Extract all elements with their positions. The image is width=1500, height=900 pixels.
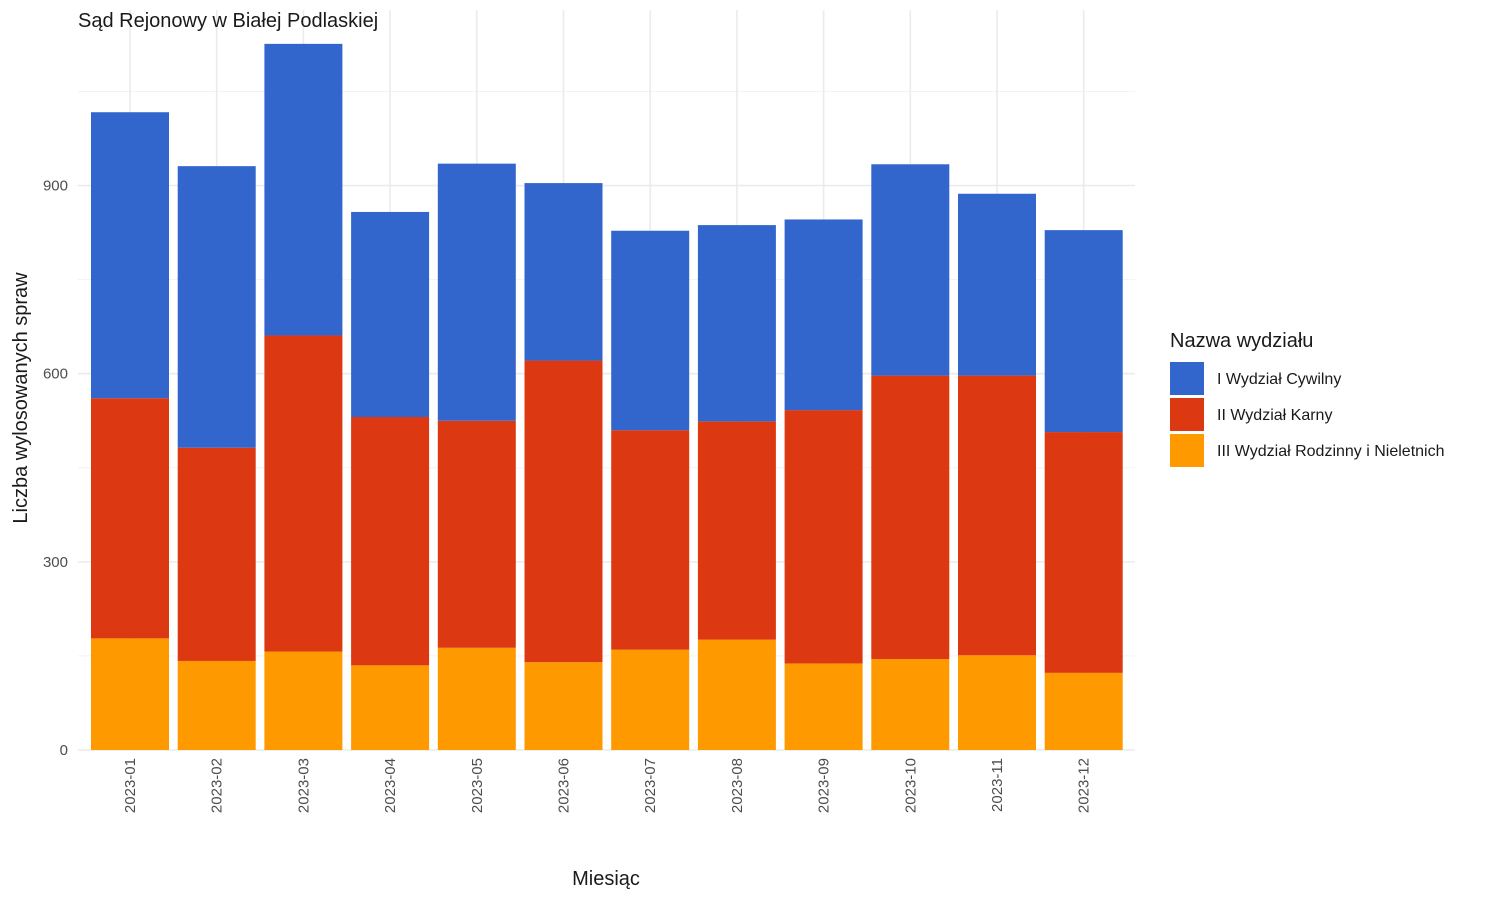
bar-segment xyxy=(91,398,169,639)
x-tick-label: 2023-05 xyxy=(469,758,486,813)
bar-segment xyxy=(611,649,690,750)
x-tick-label: 2023-01 xyxy=(122,758,139,813)
bar-segment xyxy=(264,335,343,652)
bar-segment xyxy=(177,660,256,750)
x-tick-label: 2023-08 xyxy=(729,758,746,813)
bar-segment xyxy=(264,651,343,750)
bar-segment xyxy=(871,164,950,376)
bar-segment xyxy=(524,183,603,361)
y-axis-ticks: 0 300 600 900 xyxy=(43,178,68,759)
bar-segment xyxy=(784,410,863,664)
x-tick-label: 2023-09 xyxy=(816,758,833,813)
bar-segment xyxy=(437,163,516,421)
chart-title: Sąd Rejonowy w Białej Podlaskiej xyxy=(78,10,378,32)
bar-segment xyxy=(1044,230,1123,433)
bar-segment xyxy=(958,375,1036,656)
legend-label: II Wydział Karny xyxy=(1217,407,1332,424)
x-tick-label: 2023-10 xyxy=(902,758,919,813)
x-axis-title: Miesiąc xyxy=(572,868,640,890)
bar-segment xyxy=(437,647,516,750)
legend-label: III Wydział Rodzinny i Nieletnich xyxy=(1217,443,1445,460)
x-tick-label: 2023-02 xyxy=(209,758,226,813)
bar-segment xyxy=(437,420,516,648)
legend-title: Nazwa wydziału xyxy=(1170,330,1313,352)
bar-segment xyxy=(177,447,256,661)
x-tick-label: 2023-06 xyxy=(556,758,573,813)
bar-segment xyxy=(871,659,950,750)
bar-segment xyxy=(1044,432,1123,673)
bar-segment xyxy=(351,665,430,750)
bar-segment xyxy=(351,417,430,666)
bar-segment xyxy=(784,219,863,411)
bar-segment xyxy=(524,662,603,750)
bar-segment xyxy=(264,43,343,336)
y-axis-title: Liczba wylosowanych spraw xyxy=(10,272,32,524)
bar-segment xyxy=(611,230,690,431)
y-tick-label: 0 xyxy=(60,742,68,759)
bar-segment xyxy=(958,193,1036,376)
bar-segment xyxy=(611,430,690,650)
legend-swatch xyxy=(1170,398,1204,431)
bars xyxy=(91,43,1123,750)
bar-segment xyxy=(1044,672,1123,750)
x-tick-label: 2023-12 xyxy=(1076,758,1093,813)
x-tick-label: 2023-07 xyxy=(642,758,659,813)
legend-swatch xyxy=(1170,362,1204,395)
bar-segment xyxy=(871,375,950,660)
legend: Nazwa wydziału I Wydział Cywilny II Wydzi… xyxy=(1170,330,1445,467)
legend-swatch xyxy=(1170,434,1204,467)
bar-segment xyxy=(697,421,776,640)
bar-segment xyxy=(524,360,603,663)
x-tick-label: 2023-11 xyxy=(989,758,1006,812)
x-tick-label: 2023-04 xyxy=(382,758,399,813)
bar-segment xyxy=(958,655,1036,750)
bar-segment xyxy=(697,639,776,750)
y-tick-label: 900 xyxy=(43,178,68,195)
bar-segment xyxy=(177,166,256,448)
bar-segment xyxy=(91,638,169,750)
x-axis-ticks: 2023-01 2023-02 2023-03 2023-04 2023-05 2023-… xyxy=(122,758,1093,813)
bar-segment xyxy=(784,663,863,750)
bar-segment xyxy=(351,211,430,417)
legend-label: I Wydział Cywilny xyxy=(1217,371,1341,388)
bar-segment xyxy=(91,112,169,399)
x-tick-label: 2023-03 xyxy=(295,758,312,813)
bar-segment xyxy=(697,225,776,422)
y-tick-label: 600 xyxy=(43,366,68,383)
y-tick-label: 300 xyxy=(43,554,68,571)
